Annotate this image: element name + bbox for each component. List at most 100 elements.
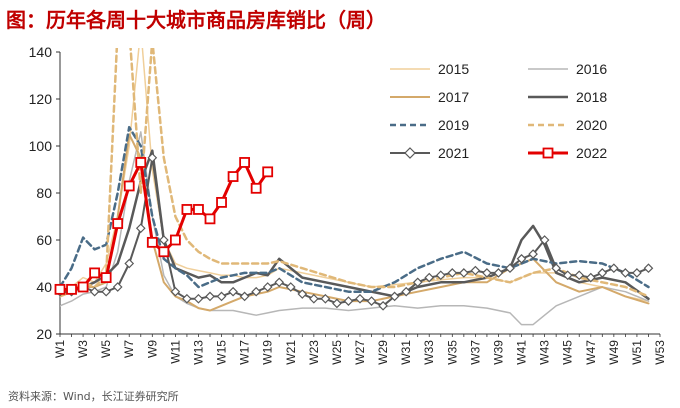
x-tick-label: W27 [353, 340, 367, 365]
x-tick-label: W25 [330, 340, 344, 365]
data-point-2022 [89, 267, 101, 279]
data-point-2021 [124, 258, 135, 269]
data-point-2021 [505, 263, 515, 274]
data-point-2021 [251, 286, 262, 297]
data-point-2021 [574, 270, 585, 281]
data-point-2021 [308, 293, 319, 304]
data-point-2022 [250, 182, 262, 194]
data-point-2021 [343, 296, 354, 306]
y-tick-label: 80 [36, 185, 52, 201]
x-tick-label: W9 [145, 340, 159, 358]
data-point-2021 [378, 300, 388, 311]
data-point-2021 [355, 293, 365, 304]
data-point-2021 [424, 272, 435, 283]
data-point-2021 [216, 291, 227, 302]
data-point-2021 [401, 286, 412, 297]
data-point-2022 [181, 204, 193, 215]
data-point-2021 [170, 286, 181, 297]
data-point-2022 [193, 204, 204, 215]
data-point-2021 [493, 268, 504, 278]
legend-label-2020: 2020 [576, 117, 607, 133]
x-tick-label: W7 [122, 340, 136, 358]
x-tick-label: W47 [584, 340, 598, 365]
data-point-2022 [216, 196, 227, 208]
y-tick-label: 20 [36, 326, 52, 342]
series-line-2020 [60, 48, 650, 298]
data-point-2021 [274, 277, 285, 288]
x-tick-label: W33 [422, 340, 436, 365]
x-tick-label: W1 [53, 340, 67, 358]
source-note: 资料来源：Wind，长江证券研究所 [8, 390, 179, 403]
data-point-2021 [239, 291, 250, 302]
data-point-2022 [54, 283, 66, 295]
series-line-2015 [60, 48, 650, 302]
legend-label-2019: 2019 [438, 117, 469, 133]
data-point-2021 [539, 235, 550, 245]
data-point-2021 [608, 263, 619, 274]
x-tick-label: W29 [376, 340, 390, 365]
data-point-2022 [100, 272, 112, 284]
data-point-2021 [112, 282, 123, 292]
y-tick-label: 120 [29, 91, 53, 107]
legend-marker-2021 [404, 147, 416, 159]
x-tick-label: W21 [284, 340, 298, 365]
data-point-2021 [262, 282, 273, 292]
data-point-2022 [227, 171, 239, 182]
legend-label-2021: 2021 [438, 145, 469, 161]
y-tick-label: 60 [36, 232, 52, 248]
data-point-2022 [262, 166, 274, 178]
data-point-2021 [389, 291, 400, 302]
x-tick-label: W3 [76, 340, 90, 358]
series-line-2018 [60, 149, 650, 301]
data-point-2021 [435, 270, 446, 281]
data-point-2021 [101, 286, 112, 297]
y-tick-label: 40 [36, 279, 52, 295]
x-tick-label: W15 [215, 340, 229, 365]
x-tick-label: W37 [468, 340, 482, 365]
x-tick-label: W43 [538, 340, 552, 365]
data-point-2022 [77, 281, 89, 293]
x-tick-label: W17 [238, 340, 252, 365]
series-line-2019 [60, 125, 650, 293]
data-point-2022 [66, 283, 77, 295]
x-tick-label: W5 [99, 340, 113, 358]
data-point-2022 [239, 157, 251, 168]
data-point-2021 [597, 268, 608, 278]
data-point-2021 [585, 272, 596, 283]
x-tick-label: W35 [445, 340, 459, 365]
x-tick-label: W49 [607, 340, 621, 365]
x-tick-label: W53 [653, 340, 667, 365]
x-tick-label: W13 [191, 340, 205, 365]
data-point-2021 [320, 293, 331, 304]
legend-label-2015: 2015 [438, 61, 469, 77]
data-point-2021 [228, 286, 238, 297]
data-point-2021 [528, 249, 538, 259]
data-point-2021 [366, 296, 377, 306]
data-point-2021 [458, 268, 469, 278]
x-tick-label: W31 [399, 340, 413, 365]
data-point-2021 [447, 268, 458, 278]
y-tick-label: 100 [29, 138, 53, 154]
data-point-2022 [158, 246, 170, 258]
data-point-2021 [147, 152, 158, 163]
x-tick-label: W23 [307, 340, 321, 365]
data-point-2021 [620, 268, 631, 278]
data-point-2021 [297, 289, 308, 299]
series-line-2016 [60, 131, 650, 326]
legend-label-2017: 2017 [438, 89, 469, 105]
chart-title: 图：历年各周十大城市商品房库销比（周） [6, 8, 386, 32]
data-point-2021 [551, 263, 562, 274]
x-tick-label: W19 [261, 340, 275, 365]
data-point-2021 [470, 265, 481, 276]
legend-marker-2022 [542, 147, 554, 159]
legend-label-2018: 2018 [576, 89, 607, 105]
data-point-2021 [562, 270, 573, 281]
data-point-2022 [204, 213, 216, 225]
data-point-2022 [169, 234, 181, 246]
series-line-2021 [60, 156, 650, 307]
data-point-2021 [182, 293, 192, 304]
data-point-2021 [332, 298, 342, 309]
data-point-2021 [193, 293, 204, 304]
data-point-2022 [112, 218, 124, 229]
legend-label-2016: 2016 [576, 61, 607, 77]
